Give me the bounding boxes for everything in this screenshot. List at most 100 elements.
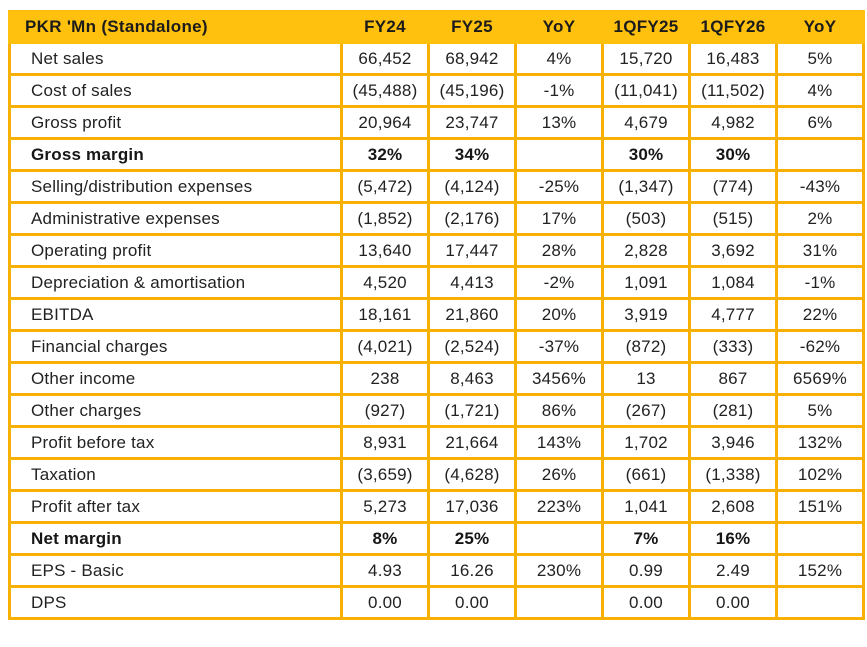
header-row: PKR 'Mn (Standalone) FY24 FY25 YoY 1QFY25 1Q… bbox=[8, 10, 865, 44]
row-label: Gross profit bbox=[8, 105, 343, 140]
value-cell: 4,982 bbox=[688, 105, 778, 140]
row-label: Profit after tax bbox=[8, 489, 343, 524]
value-cell: (927) bbox=[340, 393, 430, 428]
row-label: EBITDA bbox=[8, 297, 343, 332]
value-cell: 6569% bbox=[775, 361, 865, 396]
value-cell: 23,747 bbox=[427, 105, 517, 140]
table-row: Net sales 66,452 68,942 4% 15,720 16,483 5% bbox=[8, 41, 865, 76]
value-cell: 20,964 bbox=[340, 105, 430, 140]
value-cell: 2,608 bbox=[688, 489, 778, 524]
value-cell: (3,659) bbox=[340, 457, 430, 492]
value-cell: 0.99 bbox=[601, 553, 691, 588]
table-title-cell: PKR 'Mn (Standalone) bbox=[8, 10, 343, 44]
value-cell bbox=[514, 521, 604, 556]
financial-results-table-container: PKR 'Mn (Standalone) FY24 FY25 YoY 1QFY25 1Q… bbox=[8, 10, 865, 620]
value-cell: 152% bbox=[775, 553, 865, 588]
value-cell bbox=[775, 137, 865, 172]
value-cell: (45,196) bbox=[427, 73, 517, 108]
value-cell: 7% bbox=[601, 521, 691, 556]
row-label: Net sales bbox=[8, 41, 343, 76]
value-cell: 4% bbox=[775, 73, 865, 108]
value-cell: -2% bbox=[514, 265, 604, 300]
value-cell: 28% bbox=[514, 233, 604, 268]
value-cell: 2.49 bbox=[688, 553, 778, 588]
value-cell: 0.00 bbox=[688, 585, 778, 620]
value-cell: 16% bbox=[688, 521, 778, 556]
value-cell: 1,702 bbox=[601, 425, 691, 460]
value-cell: 13,640 bbox=[340, 233, 430, 268]
value-cell: 17,036 bbox=[427, 489, 517, 524]
value-cell: 4,413 bbox=[427, 265, 517, 300]
value-cell: (515) bbox=[688, 201, 778, 236]
value-cell: 0.00 bbox=[601, 585, 691, 620]
column-header: YoY bbox=[514, 10, 604, 44]
value-cell: 8,931 bbox=[340, 425, 430, 460]
value-cell: 143% bbox=[514, 425, 604, 460]
table-row: Cost of sales (45,488) (45,196) -1% (11,041)… bbox=[8, 73, 865, 108]
value-cell: 30% bbox=[601, 137, 691, 172]
value-cell: 16.26 bbox=[427, 553, 517, 588]
value-cell bbox=[514, 137, 604, 172]
value-cell: 3,946 bbox=[688, 425, 778, 460]
row-label: DPS bbox=[8, 585, 343, 620]
row-label: Other income bbox=[8, 361, 343, 396]
value-cell: 5,273 bbox=[340, 489, 430, 524]
value-cell: -1% bbox=[514, 73, 604, 108]
value-cell: (281) bbox=[688, 393, 778, 428]
row-label: Administrative expenses bbox=[8, 201, 343, 236]
table-row: Gross margin 32% 34% 30% 30% bbox=[8, 137, 865, 172]
value-cell: 86% bbox=[514, 393, 604, 428]
value-cell: (4,021) bbox=[340, 329, 430, 364]
column-header: YoY bbox=[775, 10, 865, 44]
value-cell: 2% bbox=[775, 201, 865, 236]
value-cell: 31% bbox=[775, 233, 865, 268]
table-row: DPS 0.00 0.00 0.00 0.00 bbox=[8, 585, 865, 620]
value-cell: (661) bbox=[601, 457, 691, 492]
value-cell: -62% bbox=[775, 329, 865, 364]
value-cell: 1,041 bbox=[601, 489, 691, 524]
value-cell bbox=[514, 585, 604, 620]
table-row: Other charges (927) (1,721) 86% (267) (281) 5% bbox=[8, 393, 865, 428]
value-cell: 8,463 bbox=[427, 361, 517, 396]
table-row: EBITDA 18,161 21,860 20% 3,919 4,777 22% bbox=[8, 297, 865, 332]
column-header: FY24 bbox=[340, 10, 430, 44]
table-row: EPS - Basic 4.93 16.26 230% 0.99 2.49 152% bbox=[8, 553, 865, 588]
value-cell: (333) bbox=[688, 329, 778, 364]
table-row: Depreciation & amortisation 4,520 4,413 -2%… bbox=[8, 265, 865, 300]
table-row: Net margin 8% 25% 7% 16% bbox=[8, 521, 865, 556]
row-label: Cost of sales bbox=[8, 73, 343, 108]
value-cell: 21,664 bbox=[427, 425, 517, 460]
value-cell: (2,524) bbox=[427, 329, 517, 364]
value-cell bbox=[775, 521, 865, 556]
value-cell: 3456% bbox=[514, 361, 604, 396]
table-row: Selling/distribution expenses (5,472) (4,1… bbox=[8, 169, 865, 204]
value-cell: 13 bbox=[601, 361, 691, 396]
value-cell: (503) bbox=[601, 201, 691, 236]
column-header: FY25 bbox=[427, 10, 517, 44]
table-row: Profit after tax 5,273 17,036 223% 1,041 2,60… bbox=[8, 489, 865, 524]
value-cell: 5% bbox=[775, 41, 865, 76]
value-cell: 3,919 bbox=[601, 297, 691, 332]
value-cell: (774) bbox=[688, 169, 778, 204]
value-cell: (872) bbox=[601, 329, 691, 364]
row-label: EPS - Basic bbox=[8, 553, 343, 588]
value-cell: 20% bbox=[514, 297, 604, 332]
value-cell: 8% bbox=[340, 521, 430, 556]
value-cell: 223% bbox=[514, 489, 604, 524]
table-row: Administrative expenses (1,852) (2,176) 17%… bbox=[8, 201, 865, 236]
value-cell: 15,720 bbox=[601, 41, 691, 76]
table-row: Taxation (3,659) (4,628) 26% (661) (1,338) 102… bbox=[8, 457, 865, 492]
table-row: Profit before tax 8,931 21,664 143% 1,702 3,9… bbox=[8, 425, 865, 460]
row-label: Profit before tax bbox=[8, 425, 343, 460]
value-cell: -25% bbox=[514, 169, 604, 204]
value-cell bbox=[775, 585, 865, 620]
value-cell: (1,338) bbox=[688, 457, 778, 492]
table-row: Financial charges (4,021) (2,524) -37% (872)… bbox=[8, 329, 865, 364]
value-cell: 16,483 bbox=[688, 41, 778, 76]
value-cell: 132% bbox=[775, 425, 865, 460]
value-cell: (4,628) bbox=[427, 457, 517, 492]
value-cell: 5% bbox=[775, 393, 865, 428]
value-cell: 102% bbox=[775, 457, 865, 492]
value-cell: 25% bbox=[427, 521, 517, 556]
value-cell: 32% bbox=[340, 137, 430, 172]
